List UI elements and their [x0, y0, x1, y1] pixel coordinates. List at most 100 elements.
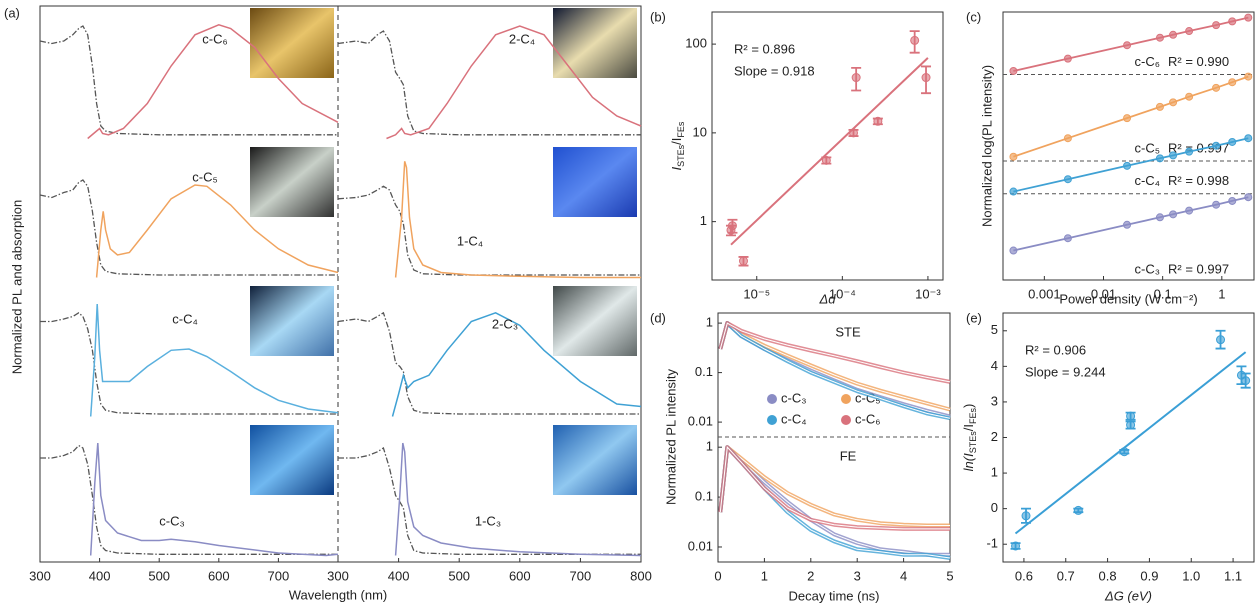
inset-photo — [250, 425, 334, 495]
y-axis-label-part: I — [669, 166, 684, 170]
absorption-line — [337, 311, 641, 415]
data-point — [1123, 41, 1132, 50]
data-point — [1009, 187, 1018, 196]
data-point — [1011, 541, 1021, 551]
data-point — [873, 116, 883, 126]
pl-line — [87, 24, 339, 140]
plot-frame — [711, 11, 944, 281]
x-axis-label: Δd — [819, 291, 837, 306]
y-tick-label: 3 — [991, 393, 998, 408]
pl-line — [89, 442, 339, 557]
y-tick-label: 1 — [706, 315, 713, 330]
absorption-line — [338, 446, 641, 555]
data-point — [1155, 154, 1164, 163]
inset-photo — [250, 8, 334, 78]
decay-fit — [719, 446, 950, 556]
legend-label: c-C₆ — [855, 411, 880, 426]
x-tick-label: 0.1 — [1154, 286, 1172, 301]
y-tick-label: 0.01 — [688, 538, 713, 553]
panel-label: (a) — [4, 5, 20, 20]
y-axis-label: ISTEs/IFEs — [669, 121, 686, 170]
decay-fit — [719, 446, 951, 559]
data-point — [1216, 335, 1226, 345]
x-tick-label: 0.6 — [1015, 568, 1033, 583]
fit-line — [730, 57, 929, 246]
data-point — [1063, 54, 1072, 63]
data-point — [1212, 21, 1221, 30]
plot-frame — [1002, 11, 1255, 281]
x-tick-label: 400 — [388, 568, 410, 583]
absorption-line — [39, 179, 338, 276]
data-point — [1009, 152, 1018, 161]
pl-line — [394, 161, 641, 279]
decay-fit — [719, 446, 950, 526]
data-point — [1009, 66, 1018, 75]
data-point — [727, 221, 737, 231]
data-point — [1228, 17, 1237, 26]
x-tick-label: 4 — [900, 568, 907, 583]
y-axis-label-part: /I — [961, 424, 976, 431]
pl-line — [386, 25, 642, 140]
data-point — [1228, 78, 1237, 87]
absorption-line — [337, 30, 641, 136]
data-point — [1212, 200, 1221, 209]
inset-photo — [250, 147, 334, 217]
decay-data — [718, 445, 950, 528]
series-label: c-C₅ — [1135, 140, 1160, 155]
plot-frame — [39, 5, 642, 563]
data-point — [1241, 376, 1251, 386]
y-tick-label: 100 — [685, 36, 707, 51]
y-axis-label: Normalized PL and absorption — [9, 200, 24, 374]
absorption-line — [40, 444, 338, 555]
r2-label: R² = 0.998 — [1168, 173, 1229, 188]
y-tick-label: -1 — [986, 536, 998, 551]
inset-photo — [553, 425, 637, 495]
data-point — [921, 73, 931, 83]
pl-line — [95, 184, 339, 278]
decay-fit — [719, 322, 951, 419]
r2-label: R² = 0.990 — [1168, 54, 1229, 69]
data-point — [1063, 175, 1072, 184]
y-tick-label: 2 — [991, 429, 998, 444]
fit-annotation: R² = 0.906 — [1025, 342, 1086, 357]
x-tick-label: 600 — [208, 568, 230, 583]
y-axis-label: Normalized log(PL intensity) — [979, 65, 994, 227]
spectrum-label: c-C₆ — [202, 31, 227, 46]
y-axis-label-part: FEs — [968, 408, 978, 425]
data-point — [1123, 220, 1132, 229]
r2-label: R² = 0.997 — [1168, 261, 1229, 276]
series-label: c-C₃ — [1134, 261, 1160, 276]
y-axis-label-part: STEs — [968, 431, 978, 454]
decay-data — [718, 445, 950, 557]
data-point — [1185, 206, 1194, 215]
spectrum-label: c-C₄ — [172, 311, 198, 326]
x-tick-label: 0.001 — [1028, 286, 1061, 301]
x-tick-label: 700 — [268, 568, 290, 583]
decay-fit — [719, 446, 950, 530]
spectrum-label: 1-C₃ — [475, 513, 501, 528]
absorption-line — [39, 25, 338, 136]
data-point — [1063, 234, 1072, 243]
data-point — [1212, 83, 1221, 92]
data-point — [1244, 72, 1253, 81]
x-tick-label: 2 — [807, 568, 814, 583]
pl-line — [391, 311, 642, 417]
x-tick-label: 500 — [148, 568, 170, 583]
data-point — [821, 155, 831, 165]
data-point — [1119, 447, 1129, 457]
y-axis-label-part: /I — [669, 138, 684, 145]
y-tick-label: 0.1 — [695, 364, 713, 379]
data-point — [1126, 420, 1136, 430]
y-tick-label: 5 — [991, 322, 998, 337]
y-tick-label: 1 — [700, 213, 707, 228]
y-tick-label: 1 — [706, 439, 713, 454]
x-tick-label: 300 — [327, 568, 349, 583]
fit-annotation: Slope = 9.244 — [1025, 364, 1106, 379]
x-tick-label: 1.0 — [1182, 568, 1200, 583]
legend-marker — [841, 415, 851, 425]
fit-annotation: R² = 0.896 — [734, 41, 795, 56]
legend-label: c-C₃ — [781, 390, 807, 405]
data-point — [1244, 13, 1253, 22]
data-point — [1155, 102, 1164, 111]
x-tick-label: 800 — [630, 568, 652, 583]
